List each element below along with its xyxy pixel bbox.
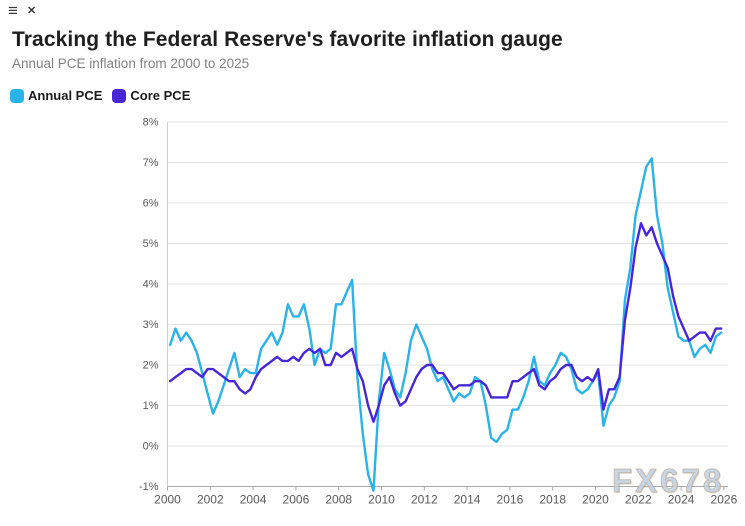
x-tick-label: 2006 bbox=[283, 493, 310, 507]
legend-item-core-pce[interactable]: Core PCE bbox=[112, 88, 190, 103]
x-tick-label: 2018 bbox=[539, 493, 566, 507]
page-title: Tracking the Federal Reserve's favorite … bbox=[12, 28, 563, 51]
y-tick-label: 6% bbox=[143, 198, 159, 210]
y-tick-label: 8% bbox=[143, 117, 159, 129]
x-tick-label: 2004 bbox=[240, 493, 267, 507]
x-tick-label: 2000 bbox=[154, 493, 181, 507]
y-tick-label: 2% bbox=[143, 360, 159, 372]
x-tick-label: 2014 bbox=[454, 493, 481, 507]
x-tick-label: 2012 bbox=[411, 493, 438, 507]
x-tick-label: 2026 bbox=[711, 493, 738, 507]
x-tick-label: 2020 bbox=[582, 493, 609, 507]
x-tick-label: 2016 bbox=[497, 493, 524, 507]
x-tick-label: 2022 bbox=[625, 493, 652, 507]
page-subtitle: Annual PCE inflation from 2000 to 2025 bbox=[12, 56, 250, 71]
y-tick-label: 1% bbox=[143, 400, 159, 412]
legend-item-annual-pce[interactable]: Annual PCE bbox=[10, 88, 102, 103]
series-line-annual-pce bbox=[168, 157, 723, 492]
y-tick-label: 7% bbox=[143, 157, 159, 169]
close-icon[interactable]: ✕ bbox=[27, 5, 37, 17]
hamburger-menu-icon[interactable]: ≡ bbox=[8, 1, 18, 20]
y-tick-label: 0% bbox=[143, 441, 159, 453]
core-pce-swatch-icon bbox=[112, 88, 127, 103]
x-tick-label: 2010 bbox=[368, 493, 395, 507]
legend-label-annual-pce: Annual PCE bbox=[28, 88, 103, 103]
x-tick-label: 2002 bbox=[197, 493, 224, 507]
annual-pce-swatch-icon bbox=[10, 88, 24, 103]
x-tick-label: 2008 bbox=[325, 493, 352, 507]
y-tick-label: 5% bbox=[143, 238, 159, 250]
legend: Annual PCE Core PCE bbox=[10, 88, 190, 103]
y-tick-label: -1% bbox=[139, 481, 159, 493]
series-line-core-pce bbox=[168, 222, 723, 423]
x-tick-label: 2024 bbox=[668, 493, 695, 507]
legend-label-core-pce: Core PCE bbox=[130, 88, 191, 103]
y-tick-label: 3% bbox=[143, 319, 159, 331]
y-tick-label: 4% bbox=[143, 279, 159, 291]
